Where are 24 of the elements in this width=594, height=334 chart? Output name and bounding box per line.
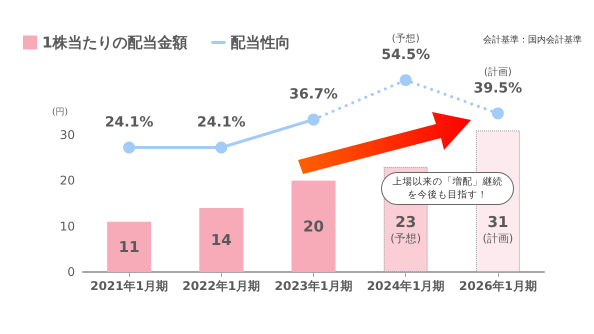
x-tick-label: 2022年1月期	[182, 279, 260, 293]
y-tick-label: 0	[67, 265, 75, 279]
x-tick-label: 2026年1月期	[459, 279, 537, 293]
data-label: 20	[303, 217, 324, 236]
data-label: (予想) 54.5%	[381, 32, 430, 64]
data-label: 14	[210, 231, 232, 250]
data-label: 36.7%	[289, 86, 338, 103]
legend-label: 配当性向	[230, 34, 290, 52]
x-tick-label: 2023年1月期	[274, 279, 352, 293]
y-tick-label: 30	[60, 128, 75, 142]
annotation: 上場以来の「増配」継続を今後も目指す！	[392, 176, 502, 200]
data-label: 31 (計画)	[482, 213, 514, 245]
data-label: (計画) 39.5%	[474, 66, 522, 96]
data-label: 11	[118, 238, 140, 256]
data-label: 24.1%	[104, 114, 154, 131]
y-axis-title: (円)	[52, 108, 68, 118]
y-tick-label: 10	[60, 219, 75, 234]
legend-label: 1株当たりの配当金額	[42, 34, 188, 52]
data-label: 24.1%	[197, 114, 246, 131]
y-tick-label: 20	[60, 174, 75, 188]
data-label: 23 (予想)	[390, 213, 421, 245]
annotation: 会計基準：国内会計基準	[483, 34, 582, 46]
x-tick-label: 2021年1月期	[90, 279, 168, 293]
x-tick-label: 2024年1月期	[366, 279, 445, 293]
